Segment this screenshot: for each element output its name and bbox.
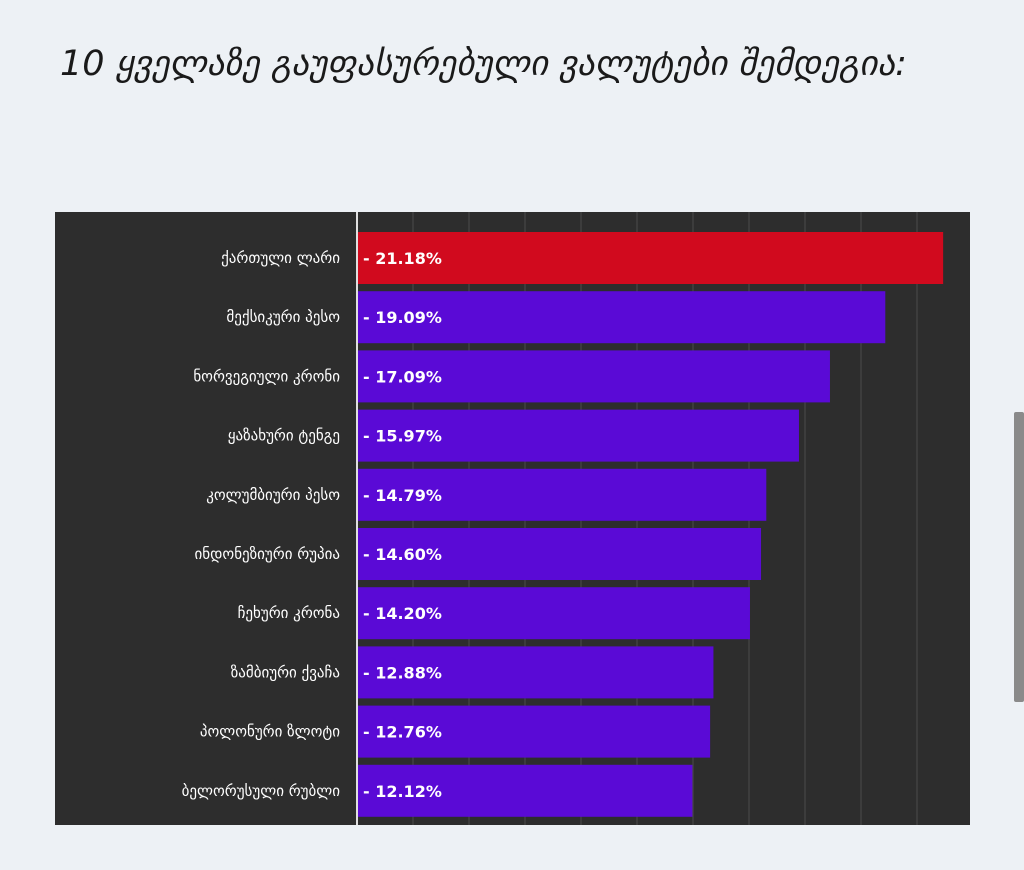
- bar: [357, 232, 944, 284]
- value-label: - 15.97%: [363, 427, 442, 446]
- bars: [357, 232, 944, 817]
- scrollbar-thumb[interactable]: [1014, 412, 1024, 702]
- category-label: კოლუმბიური პესო: [206, 486, 340, 504]
- value-label: - 21.18%: [363, 249, 442, 268]
- bar: [357, 764, 693, 817]
- bar: [357, 350, 830, 403]
- value-labels: - 21.18% - 19.09% - 17.09% - 15.97% - 14.79%…: [363, 249, 442, 801]
- value-label: - 19.09%: [363, 308, 442, 327]
- value-label: - 14.79%: [363, 486, 442, 505]
- value-label: - 17.09%: [363, 367, 442, 386]
- category-label: ბელორუსული რუბლი: [182, 782, 341, 800]
- bar-chart: ქართული ლარი მექსიკური პესო ნორვეგიული კრო…: [55, 212, 970, 825]
- bar: [357, 646, 714, 699]
- value-label: - 12.76%: [363, 723, 442, 742]
- bar: [357, 291, 886, 344]
- bar: [357, 587, 750, 640]
- category-label: ნორვეგიული კრონი: [193, 367, 340, 385]
- category-label: ქართული ლარი: [221, 249, 340, 267]
- value-label: - 12.12%: [363, 782, 442, 801]
- category-label: ყაზახური ტენგე: [228, 427, 340, 445]
- category-label: ჩეხური კრონა: [238, 604, 340, 622]
- category-labels: ქართული ლარი მექსიკური პესო ნორვეგიული კრო…: [182, 249, 341, 800]
- value-label: - 14.60%: [363, 545, 442, 564]
- bar: [357, 468, 767, 521]
- bar: [357, 528, 762, 580]
- chart-svg: ქართული ლარი მექსიკური პესო ნორვეგიული კრო…: [182, 212, 944, 825]
- value-label: - 14.20%: [363, 604, 442, 623]
- category-label: პოლონური ზლოტი: [200, 723, 340, 741]
- bar: [357, 409, 799, 462]
- category-label: მექსიკური პესო: [226, 308, 340, 326]
- value-label: - 12.88%: [363, 663, 442, 682]
- page-title: 10 ყველაზე გაუფასურებული ვალუტები შემდეგ…: [60, 44, 907, 84]
- bar: [357, 705, 711, 758]
- category-label: ზამბიური ქვაჩა: [231, 663, 340, 681]
- category-label: ინდონეზიური რუპია: [195, 545, 340, 563]
